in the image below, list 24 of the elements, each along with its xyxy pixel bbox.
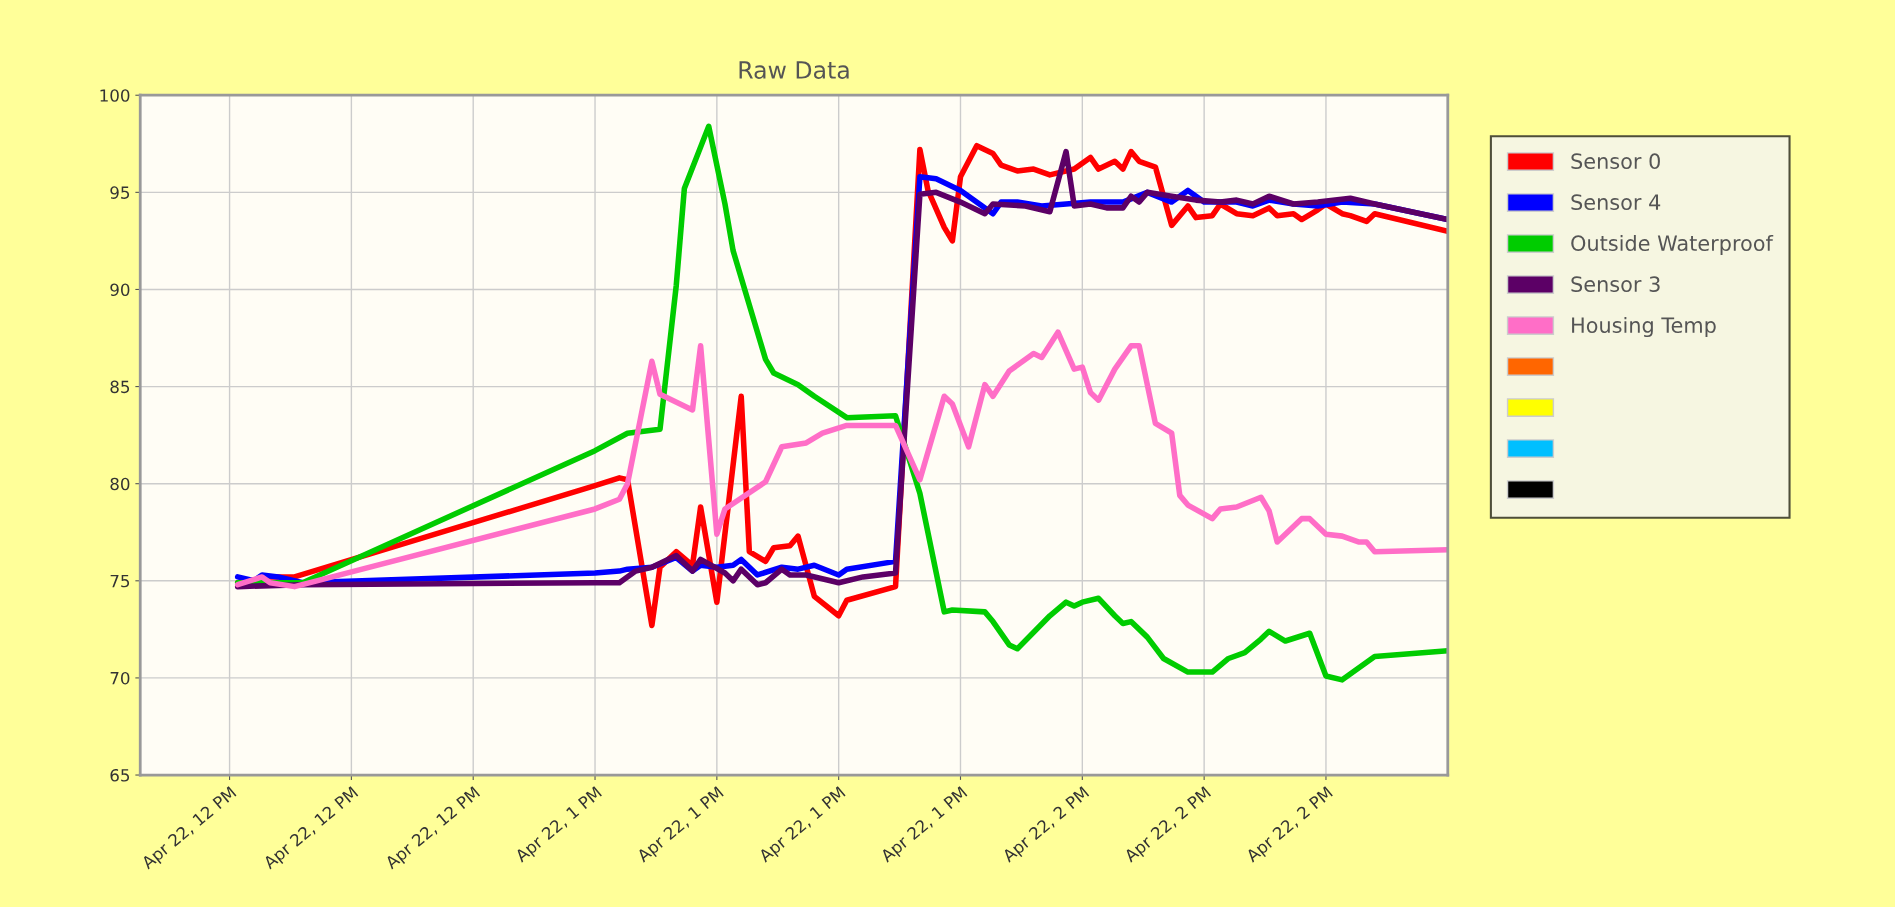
y-tick-label: 75 [110,574,130,588]
x-tick-label: Apr 22, 12 PM [140,786,239,873]
legend-label: Sensor 0 [1571,153,1660,170]
legend-label: Housing Temp [1572,316,1716,338]
x-tick-label: Apr 22, 12 PM [383,786,483,873]
legend-label: Sensor 4 [1571,194,1661,211]
y-tick-label: 65 [110,768,130,782]
x-tick-label: Apr 22, 1 PM [879,786,970,866]
y-tick-label: 80 [110,477,130,491]
x-tick-label: Apr 22, 12 PM [262,786,361,873]
x-tick-label: Apr 22, 2 PM [1001,786,1092,866]
y-tick-label: 85 [110,380,130,394]
y-tick-label: 95 [110,186,130,199]
x-tick-label: Apr 22, 2 PM [1123,786,1214,866]
x-tick-label: Apr 22, 1 PM [757,786,848,866]
y-tick-label: 90 [110,283,130,297]
legend-label: Outside Waterproof [1571,234,1774,256]
legend-label: Sensor 3 [1571,276,1660,293]
x-tick-label: Apr 22, 1 PM [513,786,605,866]
chart-title: Raw Data [739,61,849,79]
y-tick-label: 70 [110,671,130,685]
x-tick-label: Apr 22, 1 PM [635,786,726,866]
x-tick-label: Apr 22, 2 PM [1244,786,1336,866]
y-tick-label: 100 [100,89,130,102]
